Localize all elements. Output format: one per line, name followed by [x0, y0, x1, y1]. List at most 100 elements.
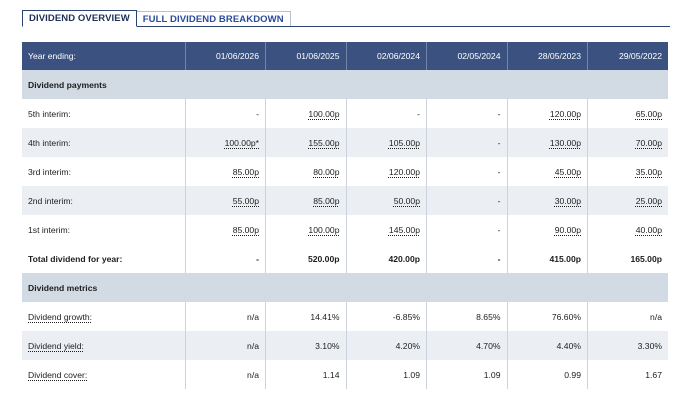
cell-value[interactable]: 90.00p	[554, 224, 581, 235]
cell-value[interactable]: 85.00p	[232, 166, 259, 177]
table-cell: n/a	[650, 311, 662, 322]
table-cell-link[interactable]: 100.00p	[265, 99, 347, 128]
cell-value[interactable]: 120.00p	[388, 166, 420, 177]
table-cell-link[interactable]: 155.00p	[265, 128, 347, 157]
cell-value[interactable]: 130.00p	[549, 137, 581, 148]
table-row-dividend-growth: Dividend growth: n/a 14.41% -6.85% 8.65%…	[22, 302, 668, 331]
cell-value[interactable]: 80.00p	[313, 166, 340, 177]
section-dividend-payments: Dividend payments	[22, 70, 668, 99]
dividend-table: Year ending: 01/06/2026 01/06/2025 02/06…	[22, 42, 668, 389]
table-cell-link[interactable]: 45.00p	[507, 157, 588, 186]
cell-value[interactable]: 70.00p	[635, 137, 662, 148]
cell-value[interactable]: 155.00p	[308, 137, 340, 148]
row-label-link[interactable]: Dividend growth:	[22, 302, 186, 331]
table-cell: 1.14	[265, 360, 347, 389]
year-ending-label: Year ending:	[22, 42, 186, 70]
cell-value[interactable]: 145.00p	[388, 224, 420, 235]
table-cell: -	[426, 186, 508, 215]
cell-value[interactable]: 100.00p*	[224, 137, 259, 148]
row-label-link[interactable]: Dividend yield:	[22, 331, 186, 360]
table-cell-link[interactable]: 25.00p	[587, 186, 668, 215]
section-title: Dividend metrics	[22, 273, 668, 302]
table-cell: 415.00p	[507, 244, 588, 273]
cell-value[interactable]: 120.00p	[549, 108, 581, 119]
table-cell-link[interactable]: 85.00p	[265, 186, 347, 215]
table-cell: -	[185, 244, 266, 273]
table-cell: -	[426, 244, 508, 273]
cell-value[interactable]: 65.00p	[635, 108, 662, 119]
table-cell-link[interactable]: 85.00p	[185, 157, 266, 186]
table-cell: 420.00p	[346, 244, 427, 273]
table-cell-link[interactable]: 120.00p	[346, 157, 427, 186]
cell-value[interactable]: 55.00p	[232, 195, 259, 206]
cell-value[interactable]: 40.00p	[635, 224, 662, 235]
table-cell: 0.99	[507, 360, 588, 389]
cell-value[interactable]: 85.00p	[232, 224, 259, 235]
table-cell: -	[426, 128, 508, 157]
table-cell-link[interactable]: 30.00p	[507, 186, 588, 215]
table-cell: 3.30%	[587, 331, 668, 360]
table-cell: 4.20%	[346, 331, 427, 360]
table-cell-link[interactable]: 120.00p	[507, 99, 588, 128]
table-cell-link[interactable]: 80.00p	[265, 157, 347, 186]
table-cell: 8.65%	[426, 302, 508, 331]
table-cell-link[interactable]: 130.00p	[507, 128, 588, 157]
table-cell: -	[426, 99, 508, 128]
metric-label[interactable]: Dividend yield:	[28, 340, 84, 351]
table-cell: 1.09	[346, 360, 427, 389]
cell-value[interactable]: 100.00p	[308, 224, 340, 235]
section-dividend-metrics: Dividend metrics	[22, 273, 668, 302]
cell-value[interactable]: 100.00p	[308, 108, 340, 119]
row-label: 3rd interim:	[22, 157, 186, 186]
cell-value[interactable]: 30.00p	[554, 195, 581, 206]
cell-value[interactable]: 105.00p	[388, 137, 420, 148]
table-row-4th-interim: 4th interim: 100.00p* 155.00p 105.00p - …	[22, 128, 668, 157]
cell-value[interactable]: 45.00p	[554, 166, 581, 177]
row-label: 1st interim:	[22, 215, 186, 244]
table-cell: n/a	[185, 331, 266, 360]
column-date: 01/06/2025	[265, 42, 347, 70]
table-cell-link[interactable]: 85.00p	[185, 215, 266, 244]
column-date: 02/06/2024	[346, 42, 427, 70]
row-label: Total dividend for year:	[22, 244, 186, 273]
column-date: 28/05/2023	[507, 42, 588, 70]
cell-value[interactable]: 50.00p	[393, 195, 420, 206]
table-cell: 76.60%	[507, 302, 588, 331]
table-cell: -	[346, 99, 427, 128]
table-cell: 1.67	[645, 369, 662, 380]
table-cell: n/a	[185, 360, 266, 389]
table-cell-link[interactable]: 145.00p	[346, 215, 427, 244]
section-title: Dividend payments	[22, 70, 668, 99]
table-row-3rd-interim: 3rd interim: 85.00p 80.00p 120.00p - 45.…	[22, 157, 668, 186]
table-cell-link[interactable]: 105.00p	[346, 128, 427, 157]
table-cell-link[interactable]: 50.00p	[346, 186, 427, 215]
cell-value[interactable]: 85.00p	[313, 195, 340, 206]
cell-value[interactable]: 25.00p	[635, 195, 662, 206]
table-cell: 520.00p	[265, 244, 347, 273]
table-cell-link[interactable]: 40.00p	[588, 215, 669, 244]
tab-dividend-overview[interactable]: DIVIDEND OVERVIEW	[22, 10, 137, 27]
table-cell-link[interactable]: 100.00p*	[185, 128, 266, 157]
table-cell: 3.10%	[265, 331, 347, 360]
table-cell: -	[426, 215, 508, 244]
metric-label[interactable]: Dividend cover:	[28, 369, 88, 380]
table-cell: -	[426, 157, 508, 186]
table-cell-link[interactable]: 65.00p	[588, 99, 669, 128]
table-cell: 14.41%	[265, 302, 347, 331]
table-row-dividend-cover: Dividend cover: n/a 1.14 1.09 1.09 0.99 …	[22, 360, 668, 389]
tab-bar: DIVIDEND OVERVIEW FULL DIVIDEND BREAKDOW…	[22, 10, 291, 27]
table-cell-link[interactable]: 100.00p	[265, 215, 347, 244]
table-cell: -6.85%	[346, 302, 427, 331]
cell-value[interactable]: 35.00p	[635, 166, 662, 177]
metric-label[interactable]: Dividend growth:	[28, 311, 93, 322]
table-cell-link[interactable]: 90.00p	[507, 215, 588, 244]
row-label: 5th interim:	[22, 99, 186, 128]
table-cell-link[interactable]: 55.00p	[185, 186, 266, 215]
row-label-link[interactable]: Dividend cover:	[22, 360, 186, 389]
tab-full-dividend-breakdown[interactable]: FULL DIVIDEND BREAKDOWN	[136, 11, 291, 27]
table-cell-link[interactable]: 70.00p	[587, 128, 668, 157]
table-row-5th-interim: 5th interim: - 100.00p - - 120.00p 65.00…	[22, 99, 668, 128]
table-cell-link[interactable]: 35.00p	[588, 157, 669, 186]
table-cell: 1.09	[426, 360, 508, 389]
